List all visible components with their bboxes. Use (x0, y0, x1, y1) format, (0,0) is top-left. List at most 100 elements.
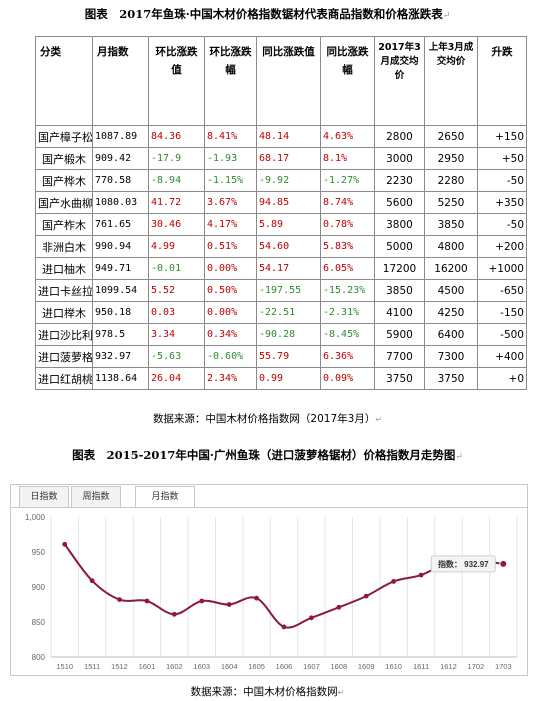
row-avg-price: 5600 (374, 191, 425, 214)
row-name: 国产椴木 (35, 147, 93, 170)
row-mom-pct: 0.00% (204, 257, 257, 280)
table-row: 进口榉木 950.18 0.03 0.00% -22.51 -2.31% 4100 4250-… (35, 301, 527, 324)
row-name: 国产樟子松 (35, 125, 93, 148)
row-avg-price: 3750 (374, 367, 425, 390)
x-tick-label: 1610 (385, 662, 402, 671)
row-change: +150 (477, 125, 527, 148)
x-tick-label: 1609 (358, 662, 375, 671)
row-last-year-price: 3850 (424, 213, 478, 236)
row-yoy-pct: -15.23% (320, 279, 375, 302)
row-mom-value: 4.99 (148, 235, 205, 258)
table-row: 进口红胡桃 1138.64 26.04 2.34% 0.99 0.09% 3750 3750 +… (35, 367, 527, 390)
row-last-year-price: 3750 (424, 367, 478, 390)
row-mom-value: 3.34 (148, 323, 205, 346)
row-name: 国产桦木 (35, 169, 93, 192)
row-yoy-value: 55.79 (256, 345, 321, 368)
row-mom-value: 5.52 (148, 279, 205, 302)
row-yoy-value: -22.51 (256, 301, 321, 324)
row-name: 进口卡丝拉 (35, 279, 93, 302)
x-tick-label: 1703 (495, 662, 512, 671)
row-name: 国产水曲柳 (35, 191, 93, 214)
row-yoy-pct: 8.74% (320, 191, 375, 214)
x-tick-label: 1608 (330, 662, 347, 671)
x-tick-label: 1603 (193, 662, 210, 671)
row-name: 进口沙比利 (35, 323, 93, 346)
col-header-mom-value: 环比涨跌值 (148, 36, 205, 126)
y-tick-label: 800 (32, 653, 46, 662)
row-change: -50 (477, 213, 527, 236)
tooltip-box (430, 555, 496, 573)
row-mom-pct: -0.60% (204, 345, 257, 368)
row-avg-price: 4100 (374, 301, 425, 324)
table-row: 国产水曲柳 1080.03 41.72 3.67% 94.85 8.74% 5600 5250… (35, 191, 527, 214)
table-row: 国产桦木 770.58 -8.94 -1.15% -9.92 -1.27% 2230 2280… (35, 169, 527, 192)
x-tick-label: 1611 (413, 662, 429, 671)
row-last-year-price: 4800 (424, 235, 478, 258)
y-tick-label: 950 (32, 548, 46, 557)
row-name: 非洲白木 (35, 235, 93, 258)
row-avg-price: 17200 (374, 257, 425, 280)
row-monthly-index: 978.5 (92, 323, 149, 346)
table-row: 国产柞木 761.65 30.46 4.17% 5.89 0.78% 3800 3850 -50 (35, 213, 527, 236)
line-chart-canvas: 1,000 950 900 850 800 1510 1511 1512 1601 1602 160… (25, 513, 518, 671)
row-yoy-pct: 0.78% (320, 213, 375, 236)
x-tick-label: 1612 (440, 662, 457, 671)
table-row: 非洲白木 990.94 4.99 0.51% 54.60 5.83% 5000 4800 +20… (35, 235, 527, 258)
row-mom-pct: 8.41% (204, 125, 257, 148)
row-yoy-pct: -2.31% (320, 301, 375, 324)
row-yoy-pct: 6.36% (320, 345, 375, 368)
table-row: 国产椴木 909.42 -17.9 -1.93 68.17 8.1% 3000 2950 +50 (35, 147, 527, 170)
data-point (254, 595, 259, 601)
row-monthly-index: 1138.64 (92, 367, 149, 390)
row-monthly-index: 1080.03 (92, 191, 149, 214)
data-point (117, 597, 122, 602)
row-mom-pct: 4.17% (204, 213, 257, 236)
tab-divider (11, 507, 527, 508)
x-tick-label: 1602 (166, 662, 183, 671)
row-last-year-price: 5250 (424, 191, 478, 214)
row-avg-price: 2800 (374, 125, 425, 148)
row-mom-pct: 3.67% (204, 191, 257, 214)
row-monthly-index: 909.42 (92, 147, 149, 170)
x-tick-label: 1702 (468, 662, 485, 671)
col-header-mom-pct: 环比涨跌幅 (204, 36, 257, 126)
row-change: +0 (477, 367, 527, 390)
row-last-year-price: 2650 (424, 125, 478, 148)
row-change: +200 (477, 235, 527, 258)
row-avg-price: 5900 (374, 323, 425, 346)
row-monthly-index: 990.94 (92, 235, 149, 258)
row-yoy-pct: -8.45% (320, 323, 375, 346)
table-row: 国产樟子松 1087.89 84.36 8.41% 48.14 4.63% 2800 2650… (35, 125, 527, 148)
row-yoy-pct: 5.83% (320, 235, 375, 258)
row-mom-value: 41.72 (148, 191, 205, 214)
price-index-chart: 日指数 周指数 月指数 1,000 950 900 850 800 1510 1511 151… (10, 484, 528, 676)
row-change: +350 (477, 191, 527, 214)
row-name: 进口红胡桃 (35, 367, 93, 390)
row-name: 进口柚木 (35, 257, 93, 280)
table-source-note: 数据来源：中国木材价格指数网（2017年3月）↵ (152, 413, 383, 425)
row-mom-pct: 0.51% (204, 235, 257, 258)
x-tick-label: 1606 (276, 662, 293, 671)
x-tick-label: 1510 (56, 662, 73, 671)
col-header-category: 分类 (35, 36, 93, 126)
data-point (391, 579, 397, 584)
data-point (89, 578, 95, 584)
row-change: -50 (477, 169, 527, 192)
row-avg-price: 7700 (374, 345, 425, 368)
row-mom-pct: -1.93 (204, 147, 257, 170)
row-last-year-price: 16200 (424, 257, 478, 280)
row-mom-pct: 0.34% (204, 323, 257, 346)
table-row: 进口沙比利 978.5 3.34 0.34% -90.28 -8.45% 5900 6400-… (35, 323, 527, 346)
x-tick-label: 1604 (221, 662, 238, 671)
row-mom-value: -0.01 (148, 257, 205, 280)
row-monthly-index: 932.97 (92, 345, 149, 368)
data-point (144, 598, 150, 604)
x-tick-label: 1512 (111, 662, 128, 671)
data-point (199, 598, 205, 604)
row-yoy-pct: 4.63% (320, 125, 375, 148)
tooltip-text: 指数： 932.97 (438, 559, 489, 569)
row-mom-value: -17.9 (148, 147, 205, 170)
tab-weekly-index[interactable]: 周指数 (71, 486, 121, 508)
row-yoy-pct: 0.09% (320, 367, 375, 390)
table-row: 进口柚木 949.71 -0.01 0.00% 54.17 6.05% 17200 16200… (35, 257, 527, 280)
